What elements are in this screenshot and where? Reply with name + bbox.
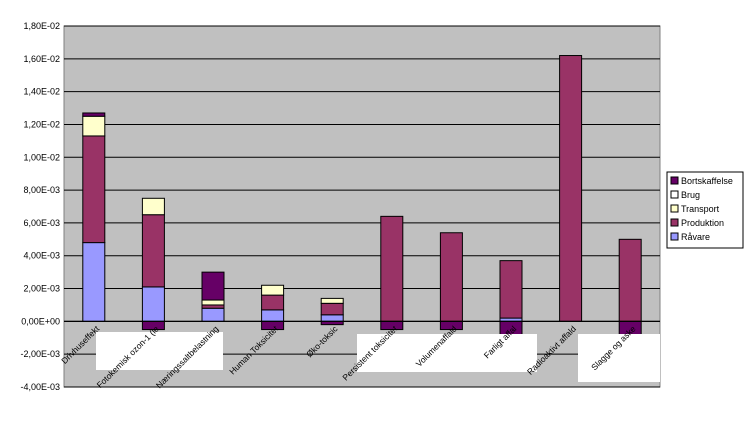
bar-segment — [82, 135, 106, 244]
legend-label: Transport — [681, 204, 720, 214]
bar-segment — [201, 307, 225, 322]
legend-label: Produktion — [681, 218, 724, 228]
bar-segment — [141, 286, 165, 322]
bar-segment — [559, 55, 583, 322]
bar-segment — [380, 215, 404, 322]
y-tick-label: 1,80E-02 — [23, 21, 60, 31]
bar-segment — [320, 302, 344, 316]
bar-segment — [261, 309, 285, 322]
legend: Bortskaffelse Brug Transport Produktion Råva… — [666, 171, 744, 249]
legend-swatch — [670, 204, 679, 213]
legend-swatch — [670, 176, 679, 185]
y-tick-label: -2,00E-03 — [20, 349, 60, 359]
y-tick-label: 6,00E-03 — [23, 218, 60, 228]
label-backdrop-shadow — [470, 373, 515, 380]
label-backdrop — [578, 334, 660, 382]
y-tick-label: 4,00E-03 — [23, 251, 60, 261]
bar-segment — [320, 314, 344, 322]
y-tick-label: -4,00E-03 — [20, 382, 60, 392]
y-tick-label: 1,00E-02 — [23, 152, 60, 162]
label-backdrop — [357, 334, 537, 372]
bar-segment — [201, 271, 225, 301]
y-tick-label: 0,00E+00 — [21, 316, 60, 326]
legend-swatch — [670, 218, 679, 227]
bar-segment — [82, 242, 106, 322]
bar-segment — [439, 232, 463, 322]
label-backdrop-shadow — [89, 375, 97, 380]
legend-label: Brug — [681, 190, 700, 200]
legend-swatch — [670, 232, 679, 241]
legend-swatch — [670, 190, 679, 199]
bar-segment — [618, 238, 642, 322]
legend-label: Bortskaffelse — [681, 176, 733, 186]
y-tick-label: 2,00E-03 — [23, 284, 60, 294]
bar-segment — [201, 299, 225, 306]
bar-segment — [82, 112, 106, 117]
bar-segment — [320, 297, 344, 304]
bar-segment — [141, 197, 165, 216]
bar-segment — [261, 284, 285, 296]
bar-segment — [82, 115, 106, 137]
y-tick-label: 8,00E-03 — [23, 185, 60, 195]
y-tick-label: 1,20E-02 — [23, 119, 60, 129]
y-tick-label: 1,60E-02 — [23, 54, 60, 64]
bar-segment — [261, 294, 285, 311]
label-backdrop — [96, 332, 223, 370]
bar-segment — [141, 214, 165, 288]
y-tick-label: 1,40E-02 — [23, 87, 60, 97]
legend-label: Råvare — [681, 232, 710, 242]
legend-box — [666, 171, 744, 249]
bar-segment — [499, 260, 523, 319]
